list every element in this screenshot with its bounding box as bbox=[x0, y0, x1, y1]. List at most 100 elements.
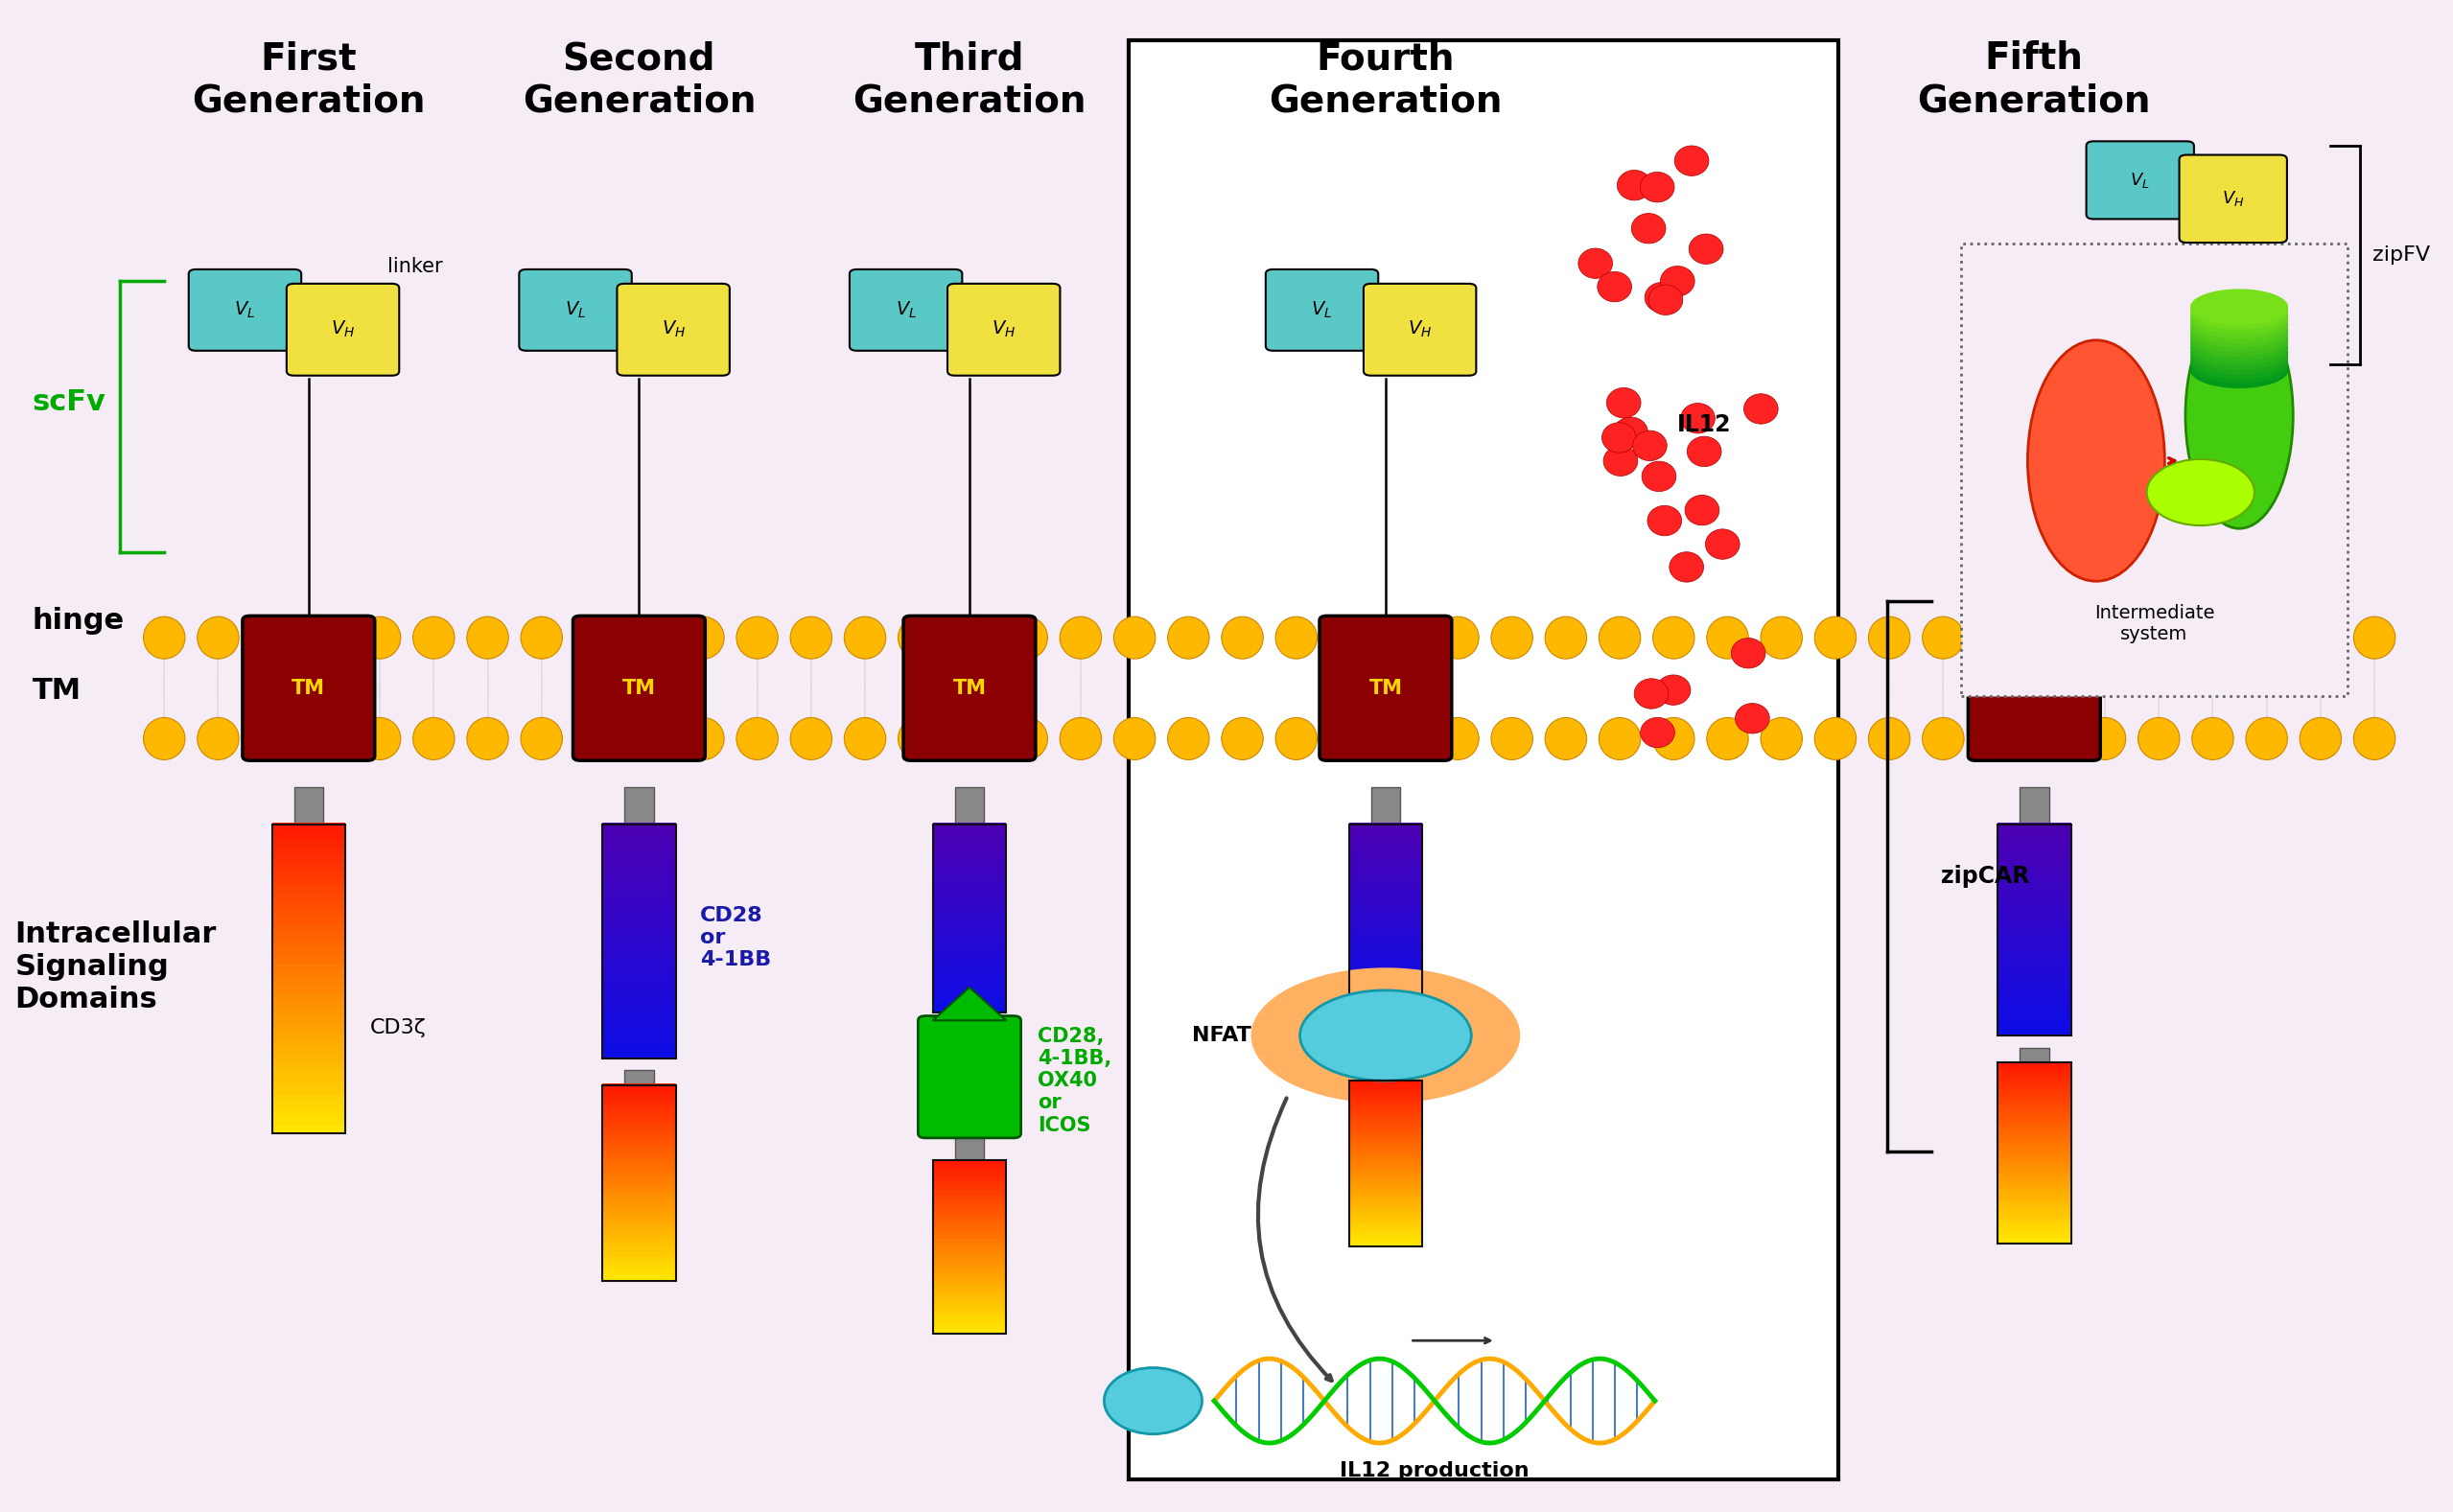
Text: TM: TM bbox=[32, 677, 81, 705]
Bar bbox=[603, 1027, 675, 1034]
Ellipse shape bbox=[1977, 617, 2019, 659]
Text: Third
Generation: Third Generation bbox=[854, 41, 1087, 119]
Bar bbox=[272, 931, 346, 940]
Bar bbox=[1997, 1075, 2070, 1081]
Ellipse shape bbox=[1685, 494, 1720, 525]
Bar bbox=[272, 1009, 346, 1018]
Text: IL12 production: IL12 production bbox=[1339, 1461, 1528, 1480]
Ellipse shape bbox=[142, 617, 184, 659]
Bar bbox=[932, 965, 1006, 971]
Bar bbox=[1997, 1223, 2070, 1229]
Bar bbox=[1997, 934, 2070, 940]
Bar bbox=[1349, 1216, 1423, 1222]
Bar bbox=[603, 1172, 675, 1178]
Bar bbox=[1997, 1089, 2070, 1095]
Bar bbox=[1349, 966, 1423, 972]
Ellipse shape bbox=[2139, 718, 2181, 759]
Bar bbox=[603, 1226, 675, 1232]
FancyBboxPatch shape bbox=[520, 269, 633, 351]
Bar bbox=[1349, 824, 1423, 998]
Bar bbox=[1349, 888, 1423, 894]
Bar bbox=[1997, 1129, 2070, 1136]
Bar bbox=[1997, 1170, 2070, 1176]
Ellipse shape bbox=[2191, 307, 2289, 343]
Bar bbox=[1997, 1214, 2070, 1220]
Bar bbox=[1997, 1125, 2070, 1131]
Bar bbox=[1349, 918, 1423, 924]
Bar bbox=[1349, 992, 1423, 998]
Bar bbox=[932, 913, 1006, 919]
Ellipse shape bbox=[2247, 718, 2289, 759]
Ellipse shape bbox=[2191, 334, 2289, 370]
Bar bbox=[272, 909, 346, 918]
Bar bbox=[1997, 1228, 2070, 1234]
Bar bbox=[272, 916, 346, 925]
Ellipse shape bbox=[1491, 617, 1533, 659]
FancyBboxPatch shape bbox=[1967, 615, 2100, 761]
Bar bbox=[932, 1202, 1006, 1208]
Bar bbox=[1349, 1125, 1423, 1131]
Bar bbox=[1349, 1179, 1423, 1184]
Bar bbox=[932, 851, 1006, 857]
Bar bbox=[603, 1167, 675, 1173]
Text: $V_L$: $V_L$ bbox=[895, 299, 917, 321]
Ellipse shape bbox=[2191, 316, 2289, 352]
Text: $V_H$: $V_H$ bbox=[331, 319, 356, 340]
Bar bbox=[603, 1128, 675, 1134]
Bar bbox=[1997, 1157, 2070, 1163]
Ellipse shape bbox=[1732, 638, 1766, 668]
Ellipse shape bbox=[2191, 298, 2289, 334]
Bar bbox=[1349, 1081, 1423, 1246]
Bar bbox=[1997, 1084, 2070, 1090]
Bar bbox=[603, 1033, 675, 1040]
Bar bbox=[932, 885, 1006, 891]
Bar bbox=[1997, 1187, 2070, 1193]
Bar bbox=[603, 1163, 675, 1169]
Bar bbox=[932, 1007, 1006, 1013]
Bar bbox=[1349, 1083, 1423, 1089]
Bar bbox=[1997, 1232, 2070, 1238]
FancyBboxPatch shape bbox=[917, 1016, 1020, 1139]
Ellipse shape bbox=[1705, 529, 1739, 559]
Bar bbox=[1997, 1028, 2070, 1036]
Ellipse shape bbox=[1869, 617, 1911, 659]
Ellipse shape bbox=[2191, 293, 2289, 330]
Bar bbox=[1997, 907, 2070, 915]
Ellipse shape bbox=[682, 617, 724, 659]
Bar bbox=[932, 1002, 1006, 1009]
Bar bbox=[1349, 983, 1423, 989]
Bar bbox=[272, 839, 346, 848]
Bar bbox=[1349, 1208, 1423, 1213]
Bar bbox=[932, 969, 1006, 975]
Bar bbox=[932, 1258, 1006, 1264]
Bar bbox=[1997, 1139, 2070, 1145]
Bar bbox=[603, 1016, 675, 1024]
Ellipse shape bbox=[1300, 990, 1472, 1081]
Bar bbox=[272, 900, 346, 910]
Ellipse shape bbox=[1104, 1368, 1202, 1433]
Bar bbox=[603, 859, 675, 865]
FancyBboxPatch shape bbox=[243, 615, 375, 761]
Bar bbox=[1997, 892, 2070, 898]
Ellipse shape bbox=[466, 617, 508, 659]
Ellipse shape bbox=[2193, 617, 2235, 659]
Bar bbox=[603, 881, 675, 889]
Bar bbox=[1128, 41, 1837, 1479]
Bar bbox=[603, 847, 675, 854]
Text: TM: TM bbox=[952, 679, 986, 697]
Bar bbox=[603, 1045, 675, 1052]
Bar bbox=[1997, 886, 2070, 894]
Bar bbox=[1349, 1129, 1423, 1134]
Bar bbox=[272, 1046, 346, 1057]
Bar bbox=[1997, 829, 2070, 835]
Bar bbox=[603, 910, 675, 918]
Bar bbox=[1997, 1013, 2070, 1019]
FancyBboxPatch shape bbox=[2178, 154, 2286, 242]
Ellipse shape bbox=[1761, 617, 1803, 659]
Bar bbox=[1997, 1066, 2070, 1072]
Ellipse shape bbox=[1641, 172, 1675, 203]
Text: CD28,
4-1BB,
OX40
or
ICOS: CD28, 4-1BB, OX40 or ICOS bbox=[1038, 1027, 1111, 1136]
Bar bbox=[272, 1078, 346, 1087]
Bar bbox=[1997, 897, 2070, 904]
Ellipse shape bbox=[1060, 617, 1101, 659]
